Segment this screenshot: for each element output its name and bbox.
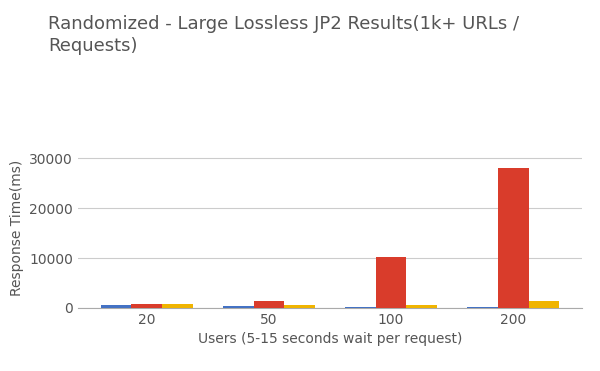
Bar (376, 257, 406, 308)
Text: Randomized - Large Lossless JP2 Results(1k+ URLs /
Requests): Randomized - Large Lossless JP2 Results(… (48, 15, 519, 55)
Bar (101, 305, 131, 308)
Bar (498, 168, 529, 308)
Bar (254, 302, 284, 308)
Bar (467, 306, 498, 308)
Bar (223, 306, 254, 308)
X-axis label: Users (5-15 seconds wait per request): Users (5-15 seconds wait per request) (198, 332, 462, 347)
Bar (345, 306, 376, 308)
Y-axis label: Response Time(ms): Response Time(ms) (10, 160, 24, 296)
Bar (284, 305, 315, 308)
Bar (529, 301, 559, 308)
Bar (162, 304, 193, 308)
Bar (131, 305, 162, 308)
Bar (406, 305, 437, 308)
